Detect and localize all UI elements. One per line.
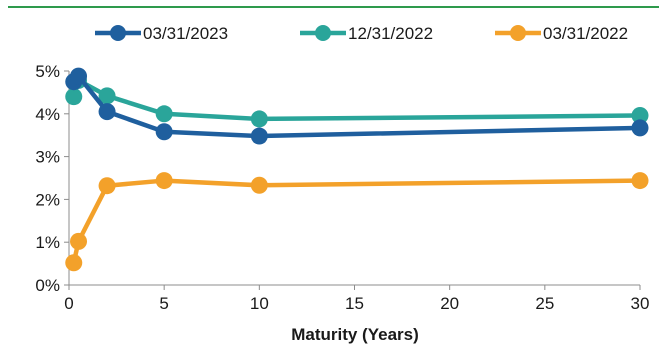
x-tick-label: 10 — [250, 294, 269, 313]
data-point — [70, 232, 88, 250]
data-point — [65, 88, 83, 106]
data-point — [98, 177, 116, 195]
data-point — [631, 119, 649, 137]
data-point — [250, 110, 268, 128]
data-point — [155, 172, 173, 190]
top-rule — [8, 6, 659, 8]
data-point — [250, 127, 268, 145]
y-tick-label: 5% — [35, 62, 60, 81]
data-point — [98, 103, 116, 121]
legend: 03/31/2023 12/31/2022 03/31/2022 — [95, 24, 628, 43]
legend-label: 03/31/2022 — [543, 24, 628, 43]
series-layer — [65, 67, 649, 272]
series-03-31-2023 — [65, 67, 649, 145]
x-tick-label: 30 — [631, 294, 650, 313]
data-point — [155, 123, 173, 141]
legend-swatch-marker — [315, 25, 331, 41]
y-tick-label: 3% — [35, 148, 60, 167]
legend-label: 03/31/2023 — [143, 24, 228, 43]
data-point — [70, 67, 88, 85]
x-tick-label: 20 — [440, 294, 459, 313]
y-tick-label: 4% — [35, 105, 60, 124]
legend-label: 12/31/2022 — [348, 24, 433, 43]
series-03-31-2022 — [65, 172, 649, 272]
data-point — [155, 105, 173, 123]
data-point — [631, 107, 649, 125]
data-point — [631, 172, 649, 190]
data-point — [65, 254, 83, 272]
x-tick-label: 0 — [64, 294, 73, 313]
legend-swatch-marker — [510, 25, 526, 41]
y-tick-label: 2% — [35, 190, 60, 209]
x-tick-label: 5 — [159, 294, 168, 313]
legend-item: 03/31/2022 — [495, 24, 628, 43]
x-tick-label: 15 — [345, 294, 364, 313]
x-axis-label: Maturity (Years) — [291, 325, 419, 344]
data-point — [250, 176, 268, 194]
legend-item: 12/31/2022 — [300, 24, 433, 43]
series-line — [71, 178, 641, 264]
legend-item: 03/31/2023 — [95, 24, 228, 43]
legend-swatch-marker — [110, 25, 126, 41]
y-tick-label: 1% — [35, 233, 60, 252]
axes: 0% 1% 2% 3% 4% 5% 0 5 10 15 20 25 30 — [35, 62, 649, 313]
x-tick-label: 25 — [535, 294, 554, 313]
y-tick-label: 0% — [35, 276, 60, 295]
data-point — [98, 87, 116, 105]
series-12-31-2022 — [65, 71, 649, 128]
